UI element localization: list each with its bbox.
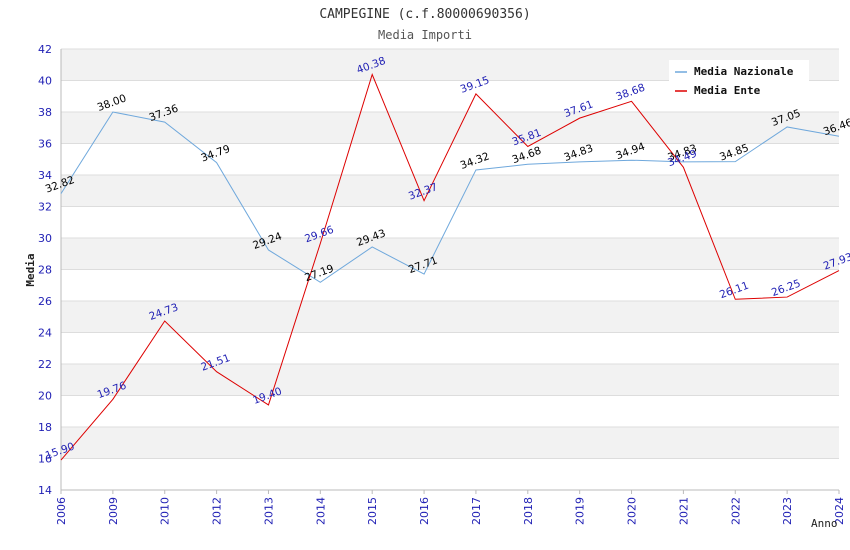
chart-title: CAMPEGINE (c.f.80000690356) — [319, 7, 530, 22]
x-tick-label: 2014 — [314, 497, 327, 525]
data-label: 38.00 — [96, 92, 128, 114]
y-tick-label: 22 — [38, 358, 52, 371]
x-tick-label: 2013 — [262, 497, 275, 525]
series-line-media-nazionale — [60, 111, 840, 283]
y-tick-label: 24 — [38, 327, 52, 340]
y-tick-label: 28 — [38, 264, 52, 277]
y-tick-label: 14 — [38, 484, 52, 497]
y-tick-label: 34 — [38, 169, 52, 182]
series-line-media-ente — [60, 73, 840, 461]
x-tick-label: 2012 — [211, 497, 224, 525]
legend-label-media-nazionale: Media Nazionale — [694, 65, 794, 78]
x-tick-label: 2023 — [781, 497, 794, 525]
data-label: 26.25 — [770, 277, 802, 299]
chart-subtitle: Media Importi — [378, 28, 472, 42]
x-tick-label: 2021 — [677, 497, 690, 525]
y-tick-label: 16 — [38, 453, 52, 466]
legend: Media Nazionale Media Ente — [669, 60, 809, 102]
y-tick-label: 40 — [38, 75, 52, 88]
data-label: 38.68 — [614, 82, 646, 104]
x-tick-label: 2022 — [729, 497, 742, 525]
x-tick-label: 2019 — [574, 497, 587, 525]
x-tick-label: 2024 — [833, 497, 846, 525]
y-tick-label: 20 — [38, 390, 52, 403]
legend-box — [669, 60, 809, 102]
x-tick-label: 2009 — [107, 497, 120, 525]
grid-bands — [61, 49, 839, 459]
x-tick-label: 2010 — [159, 497, 172, 525]
x-axis-ticks: 2006 2009 2010 2012 2013 2014 2015 2016 2017 2018… — [55, 490, 846, 525]
y-tick-label: 42 — [38, 43, 52, 56]
data-label: 34.85 — [718, 142, 750, 164]
y-tick-label: 18 — [38, 421, 52, 434]
series-lines — [60, 73, 840, 461]
grid-lines — [60, 48, 839, 491]
y-tick-label: 38 — [38, 106, 52, 119]
grid-band — [61, 427, 839, 459]
x-tick-label: 2006 — [55, 497, 68, 525]
grid-band — [61, 238, 839, 270]
x-tick-label: 2015 — [366, 497, 379, 525]
grid-band — [61, 112, 839, 144]
y-tick-label: 30 — [38, 232, 52, 245]
grid-band — [61, 175, 839, 207]
grid-band — [61, 301, 839, 333]
y-tick-label: 36 — [38, 138, 52, 151]
x-tick-label: 2017 — [470, 497, 483, 525]
y-tick-label: 26 — [38, 295, 52, 308]
x-axis-label: Anno — [811, 517, 838, 530]
data-label: 34.83 — [562, 142, 594, 164]
y-tick-label: 32 — [38, 201, 52, 214]
x-tick-label: 2018 — [522, 497, 535, 525]
legend-label-media-ente: Media Ente — [694, 84, 761, 97]
x-tick-label: 2016 — [418, 497, 431, 525]
y-axis-ticks: 14 16 18 20 22 24 26 28 30 32 34 36 38 40 42 — [38, 43, 52, 497]
y-axis-label: Media — [24, 253, 37, 286]
grid-band — [61, 364, 839, 396]
x-tick-label: 2020 — [626, 497, 639, 525]
